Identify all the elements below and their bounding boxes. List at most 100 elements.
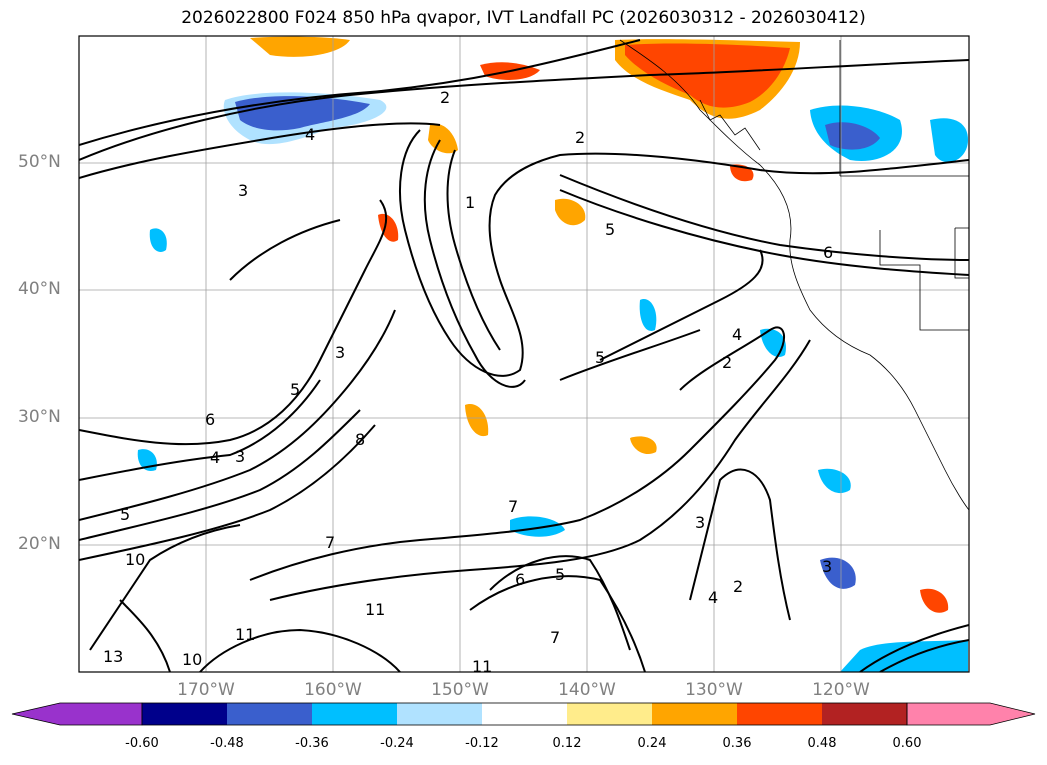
colorbar-bin bbox=[737, 703, 822, 725]
contour-line bbox=[79, 59, 969, 161]
lon-label: 160°W bbox=[304, 680, 362, 700]
anomaly-blob-3 bbox=[555, 198, 586, 226]
contour-line bbox=[199, 628, 401, 672]
contour-label: 2 bbox=[733, 577, 743, 596]
lon-label: 150°W bbox=[431, 680, 489, 700]
contour-line bbox=[269, 339, 811, 601]
colorbar-bin bbox=[822, 703, 907, 725]
contour-label: 6 bbox=[515, 570, 525, 589]
contour-label: 1 bbox=[465, 193, 475, 212]
anomaly-blob-10 bbox=[820, 557, 856, 589]
contour-label: 11 bbox=[235, 625, 255, 644]
contour-line bbox=[423, 139, 526, 388]
contour-line bbox=[559, 329, 701, 381]
contour-label: 2 bbox=[575, 128, 585, 147]
contour-line bbox=[79, 199, 388, 446]
colorbar-bin bbox=[652, 703, 737, 725]
colorbar-tick: 0.24 bbox=[637, 736, 667, 751]
contour-label: 7 bbox=[508, 497, 518, 516]
colorbar-bin bbox=[227, 703, 312, 725]
anomaly-blob-9 bbox=[510, 516, 565, 537]
contour-line bbox=[879, 639, 969, 672]
anomaly-positive-top bbox=[250, 36, 350, 57]
colorbar-bin bbox=[482, 703, 567, 725]
colorbar-extend-high bbox=[906, 702, 1036, 726]
contour-label: 13 bbox=[103, 647, 123, 666]
contour-line bbox=[559, 174, 969, 261]
colorbar-bin bbox=[312, 703, 397, 725]
contour-line bbox=[599, 249, 764, 361]
anomaly-blob-6 bbox=[630, 436, 657, 455]
contour-line bbox=[79, 122, 441, 179]
contour-label: 3 bbox=[695, 513, 705, 532]
map-title: 2026022800 F024 850 hPa qvapor, IVT Land… bbox=[181, 8, 866, 28]
anomaly-positive-alaska-strong bbox=[625, 43, 790, 108]
contour-label: 10 bbox=[182, 650, 202, 669]
contour-label: 5 bbox=[120, 505, 130, 524]
contour-label: 5 bbox=[605, 220, 615, 239]
contour-label: 4 bbox=[305, 125, 315, 144]
contour-label: 8 bbox=[355, 430, 365, 449]
lon-label: 130°W bbox=[685, 680, 743, 700]
anomaly-blob-13 bbox=[639, 299, 657, 331]
colorbar-tick: -0.12 bbox=[465, 736, 499, 751]
contour-label: 5 bbox=[555, 565, 565, 584]
anomaly-positive-sw-1 bbox=[428, 123, 458, 154]
contour-line bbox=[79, 39, 641, 146]
colorbar-tick: -0.60 bbox=[125, 736, 159, 751]
contour-label: 10 bbox=[125, 550, 145, 569]
contour-line bbox=[79, 424, 376, 561]
colorbar-bin bbox=[142, 703, 227, 725]
contour-label: 5 bbox=[290, 380, 300, 399]
lon-label: 170°W bbox=[177, 680, 235, 700]
lat-label: 20°N bbox=[18, 534, 61, 554]
contour-labels: 2 4 3 2 1 5 6 6 3 5 8 2 4 5 7 10 11 11 1… bbox=[103, 88, 833, 676]
contour-line bbox=[79, 409, 361, 541]
contour-label: 5 bbox=[595, 348, 605, 367]
contour-label: 7 bbox=[325, 533, 335, 552]
contour-label: 2 bbox=[722, 353, 732, 372]
contour-line bbox=[469, 575, 646, 672]
anomaly-blob-2 bbox=[378, 213, 399, 242]
contour-line bbox=[446, 149, 501, 351]
shaded-anomalies bbox=[137, 36, 968, 672]
lat-label: 50°N bbox=[18, 152, 61, 172]
colorbar-bin bbox=[567, 703, 652, 725]
colorbar-tick: -0.24 bbox=[380, 736, 414, 751]
contour-line bbox=[489, 555, 631, 651]
anomaly-negative-nw-strong bbox=[235, 96, 370, 131]
map-frame bbox=[78, 35, 970, 673]
colorbar-tick: 0.48 bbox=[807, 736, 837, 751]
contour-label: 3 bbox=[822, 557, 832, 576]
contour-line bbox=[89, 524, 241, 651]
colorbar-tick: 0.12 bbox=[552, 736, 582, 751]
contour-label: 3 bbox=[335, 343, 345, 362]
anomaly-negative-e bbox=[930, 118, 968, 163]
lon-label: 120°W bbox=[812, 680, 870, 700]
contour-line bbox=[229, 219, 341, 281]
anomaly-blob-1 bbox=[149, 228, 167, 252]
colorbar-tick: -0.36 bbox=[295, 736, 329, 751]
contour-line bbox=[859, 624, 969, 672]
lat-label: 40°N bbox=[18, 279, 61, 299]
colorbar-extend-low bbox=[11, 702, 143, 726]
colorbar-tick: -0.48 bbox=[210, 736, 244, 751]
contour-line bbox=[689, 468, 791, 621]
anomaly-blob-4 bbox=[760, 328, 786, 358]
contour-label: 6 bbox=[205, 410, 215, 429]
lat-label: 30°N bbox=[18, 407, 61, 427]
contour-label: 2 bbox=[440, 88, 450, 107]
contour-label: 11 bbox=[365, 600, 385, 619]
contour-line bbox=[399, 129, 969, 377]
colorbar-tick: 0.36 bbox=[722, 736, 752, 751]
contour-label: 6 bbox=[823, 243, 833, 262]
anomaly-blob-8 bbox=[920, 588, 949, 613]
colorbar-tick: 0.60 bbox=[892, 736, 922, 751]
contour-label: 7 bbox=[550, 628, 560, 647]
anomaly-negative-ne-strong bbox=[825, 122, 880, 150]
colorbar bbox=[11, 702, 1036, 726]
contour-label: 4 bbox=[708, 588, 718, 607]
contour-line bbox=[79, 309, 396, 521]
contour-line bbox=[119, 599, 171, 672]
